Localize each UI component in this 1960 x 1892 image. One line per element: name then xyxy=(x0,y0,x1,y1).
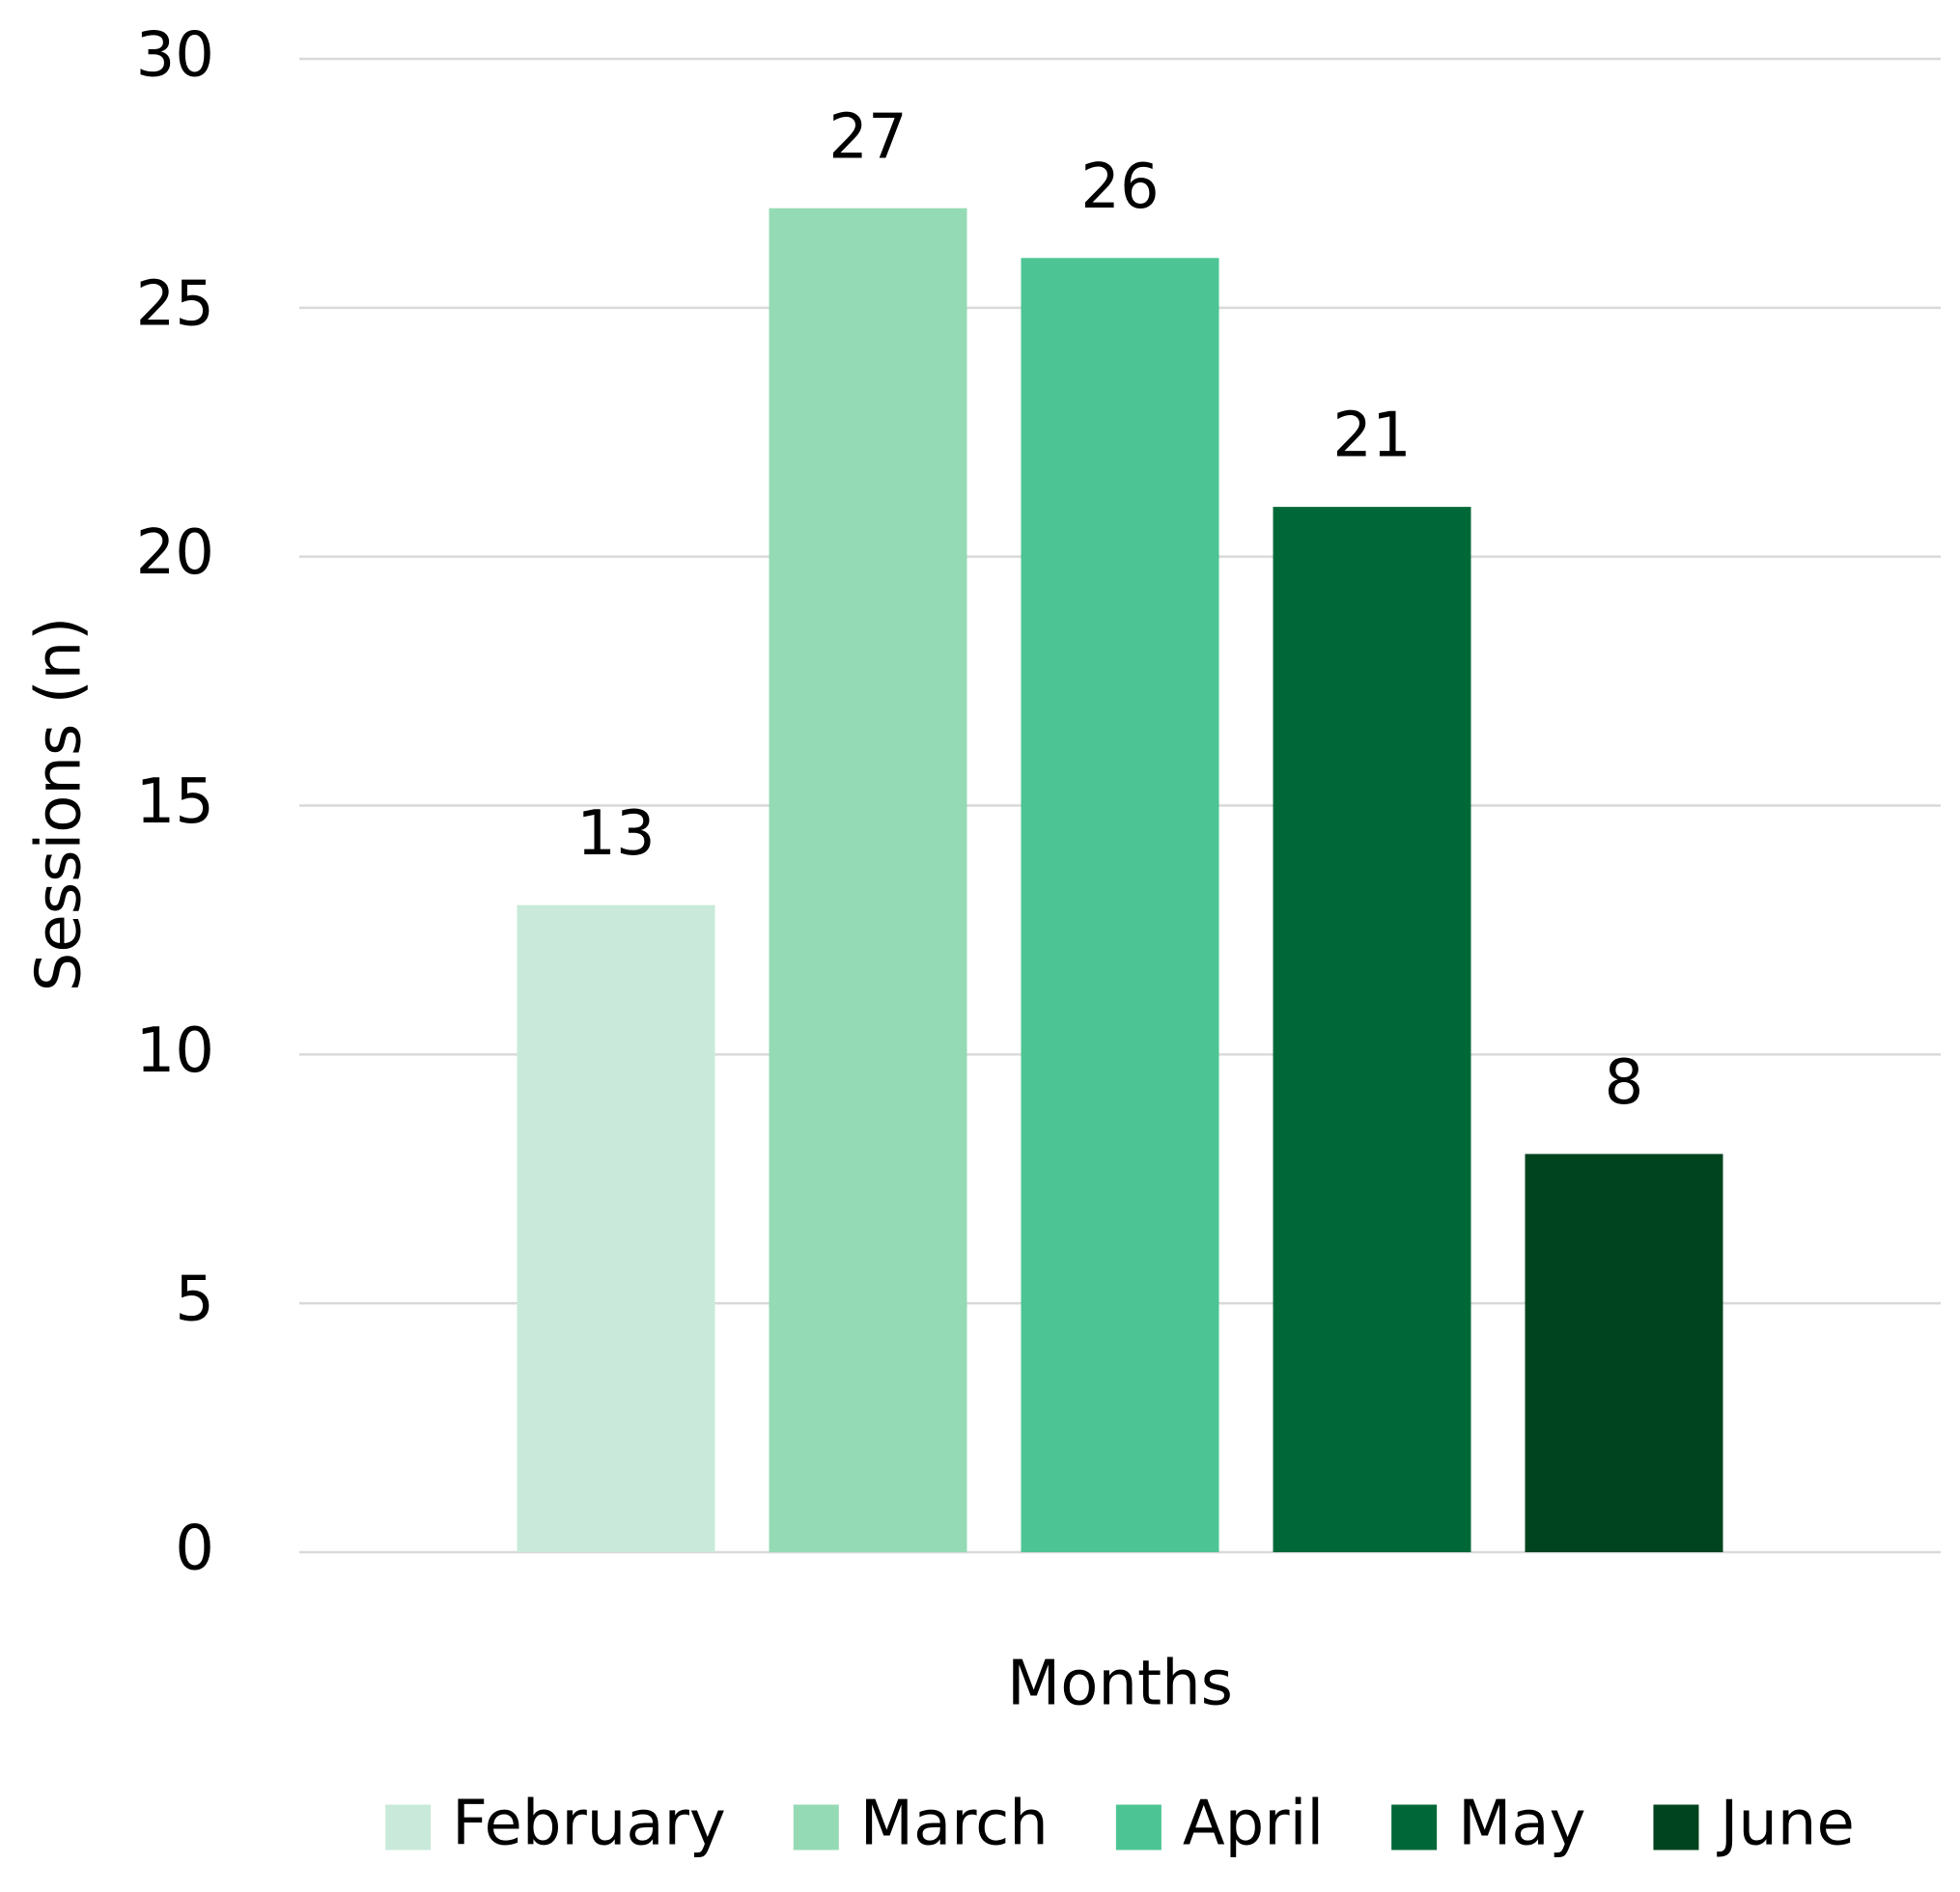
bar xyxy=(1525,1154,1723,1552)
data-label: 27 xyxy=(828,101,907,173)
legend-label: June xyxy=(1716,1789,1854,1860)
data-label: 26 xyxy=(1080,152,1159,223)
y-tick-label: 30 xyxy=(136,20,214,92)
bar xyxy=(769,208,967,1553)
data-label: 21 xyxy=(1332,401,1411,472)
legend-label: February xyxy=(452,1789,726,1860)
bar xyxy=(517,904,715,1552)
y-axis-title: Sessions (n) xyxy=(24,617,96,991)
legend-swatch xyxy=(1115,1804,1162,1850)
bar xyxy=(1021,258,1219,1553)
y-tick-label: 20 xyxy=(136,517,214,589)
bar xyxy=(1273,507,1471,1552)
legend-label: March xyxy=(860,1789,1049,1860)
data-label: 13 xyxy=(576,798,655,870)
legend-swatch xyxy=(1391,1804,1438,1850)
legend-label: May xyxy=(1458,1789,1585,1860)
legend-swatch xyxy=(385,1804,432,1850)
legend-swatch xyxy=(793,1804,839,1850)
legend-swatch xyxy=(1653,1804,1699,1850)
y-tick-label: 10 xyxy=(136,1016,214,1087)
legend-label: April xyxy=(1183,1789,1324,1860)
data-label: 8 xyxy=(1605,1047,1644,1119)
y-tick-label: 25 xyxy=(136,268,214,340)
y-tick-label: 5 xyxy=(175,1265,214,1336)
x-axis-title: Months xyxy=(1007,1649,1233,1720)
y-tick-label: 0 xyxy=(175,1514,214,1585)
y-tick-label: 15 xyxy=(136,766,214,838)
